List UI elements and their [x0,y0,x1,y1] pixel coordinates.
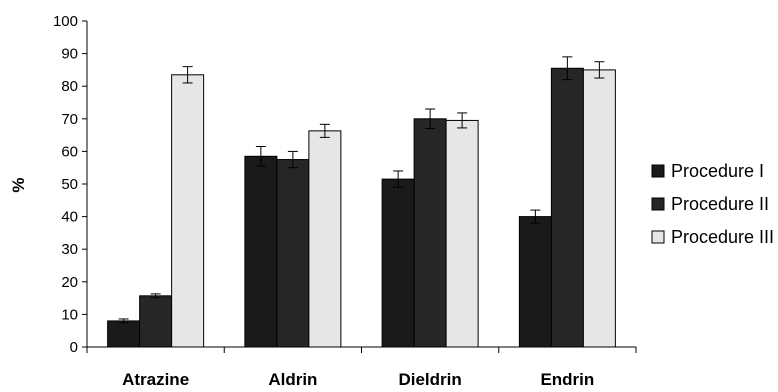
bar [139,295,173,348]
bar [518,216,552,348]
bar [308,130,342,348]
bar [582,69,616,348]
error-bar [594,61,605,79]
y-tick-label: 50 [61,176,78,193]
error-bar [530,209,541,224]
legend-item: Procedure I [651,161,764,181]
y-tick-label: 100 [53,13,78,30]
error-bar [425,108,436,130]
bar [276,159,310,348]
error-bar [393,170,404,188]
bar [445,119,479,348]
y-axis-label: % [9,177,28,192]
y-tick-label: 20 [61,274,78,291]
y-tick-label: 10 [61,306,78,323]
legend-item: Procedure III [651,227,774,247]
y-tick-label: 70 [61,111,78,128]
legend-label: Procedure I [671,161,764,181]
error-bar [182,66,193,84]
bar [244,155,278,348]
bars [107,67,616,348]
x-tick-label: Dieldrin [398,370,461,389]
legend-swatch [651,197,665,211]
y-axis: 0 10 20 30 40 50 60 70 80 90 100 [53,13,88,356]
y-tick-label: 30 [61,241,78,258]
legend-swatch [651,164,665,178]
y-tick-label: 40 [61,209,78,226]
y-tick-label: 90 [61,46,78,63]
y-tick-label: 60 [61,143,78,160]
error-bar [562,56,573,81]
legend-label: Procedure III [671,227,774,247]
x-tick-label: Atrazine [122,370,189,389]
x-tick-label: Endrin [540,370,594,389]
bar [550,67,584,348]
x-axis: Atrazine Aldrin Dieldrin Endrin [86,346,637,389]
legend-label: Procedure II [671,194,769,214]
error-bar [319,123,330,138]
bar [413,118,447,348]
error-bars [118,56,605,324]
legend-swatch [651,230,665,244]
error-bar [255,146,266,167]
bar [171,74,205,348]
legend-item: Procedure II [651,194,769,214]
legend: Procedure I Procedure II Procedure III [651,161,774,247]
bar [107,320,141,348]
bar [381,178,415,348]
error-bar [287,150,298,169]
x-tick-label: Aldrin [268,370,317,389]
error-bar [118,318,129,324]
y-tick-label: 0 [70,339,78,356]
error-bar [150,293,161,299]
error-bar [457,112,468,129]
y-tick-label: 80 [61,78,78,95]
